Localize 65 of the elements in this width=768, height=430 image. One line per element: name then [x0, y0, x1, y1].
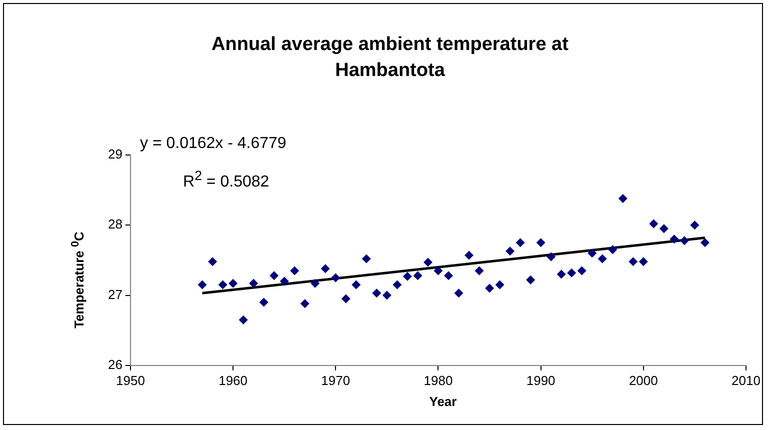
point [690, 220, 700, 230]
x-tick-label: 1950 [116, 372, 145, 388]
point [670, 234, 679, 244]
point [526, 275, 536, 284]
point [618, 194, 628, 203]
point [300, 299, 310, 308]
x-axis-title: Year [428, 394, 458, 409]
point [249, 278, 258, 288]
point [372, 288, 382, 298]
point [495, 280, 504, 290]
point [331, 273, 340, 282]
x-tick-label: 2000 [628, 372, 658, 388]
point [259, 298, 268, 307]
y-tick-label: 28 [108, 216, 122, 232]
point [588, 248, 597, 258]
point [546, 252, 556, 262]
point [290, 266, 300, 276]
point [608, 245, 618, 254]
x-tick-label: 1990 [526, 372, 556, 388]
point [392, 280, 402, 290]
y-tick-label: 27 [108, 286, 122, 302]
point [536, 238, 546, 248]
point [556, 270, 566, 279]
point [638, 257, 648, 266]
point [567, 268, 576, 278]
point [228, 278, 238, 288]
point [444, 271, 453, 280]
point [516, 238, 525, 248]
point [464, 250, 474, 260]
point [474, 266, 484, 276]
point [320, 264, 330, 274]
point [270, 271, 279, 280]
point [238, 315, 248, 324]
point [598, 254, 607, 264]
x-tick-label: 1960 [218, 372, 248, 388]
point [680, 236, 689, 246]
x-tick-label: 2010 [732, 372, 760, 388]
text: y = 0.0162x - 4.6779 [140, 135, 286, 153]
point [362, 254, 371, 264]
x-tick-label: 1970 [321, 372, 350, 388]
point [659, 224, 668, 234]
point [352, 280, 361, 290]
point [218, 280, 228, 290]
x-tick-label: 1980 [424, 372, 453, 388]
y-tick-label: 29 [108, 146, 122, 162]
point [382, 290, 392, 300]
annotation: R$^{2}$ = 0.5082 [183, 168, 270, 192]
chart-title: Annual average ambient temperature at Hambantota [210, 33, 570, 83]
y-tick-label: 26 [108, 356, 122, 372]
point [208, 257, 218, 266]
point [454, 288, 464, 298]
point [280, 276, 289, 286]
point [649, 219, 658, 228]
point [700, 238, 710, 248]
point [485, 284, 494, 293]
point [198, 280, 207, 290]
point [434, 266, 443, 276]
point [423, 258, 432, 267]
point [341, 294, 350, 304]
point [577, 266, 586, 276]
point [628, 257, 638, 266]
point [506, 246, 515, 256]
point [402, 272, 412, 281]
point [310, 278, 320, 288]
point [413, 271, 422, 280]
